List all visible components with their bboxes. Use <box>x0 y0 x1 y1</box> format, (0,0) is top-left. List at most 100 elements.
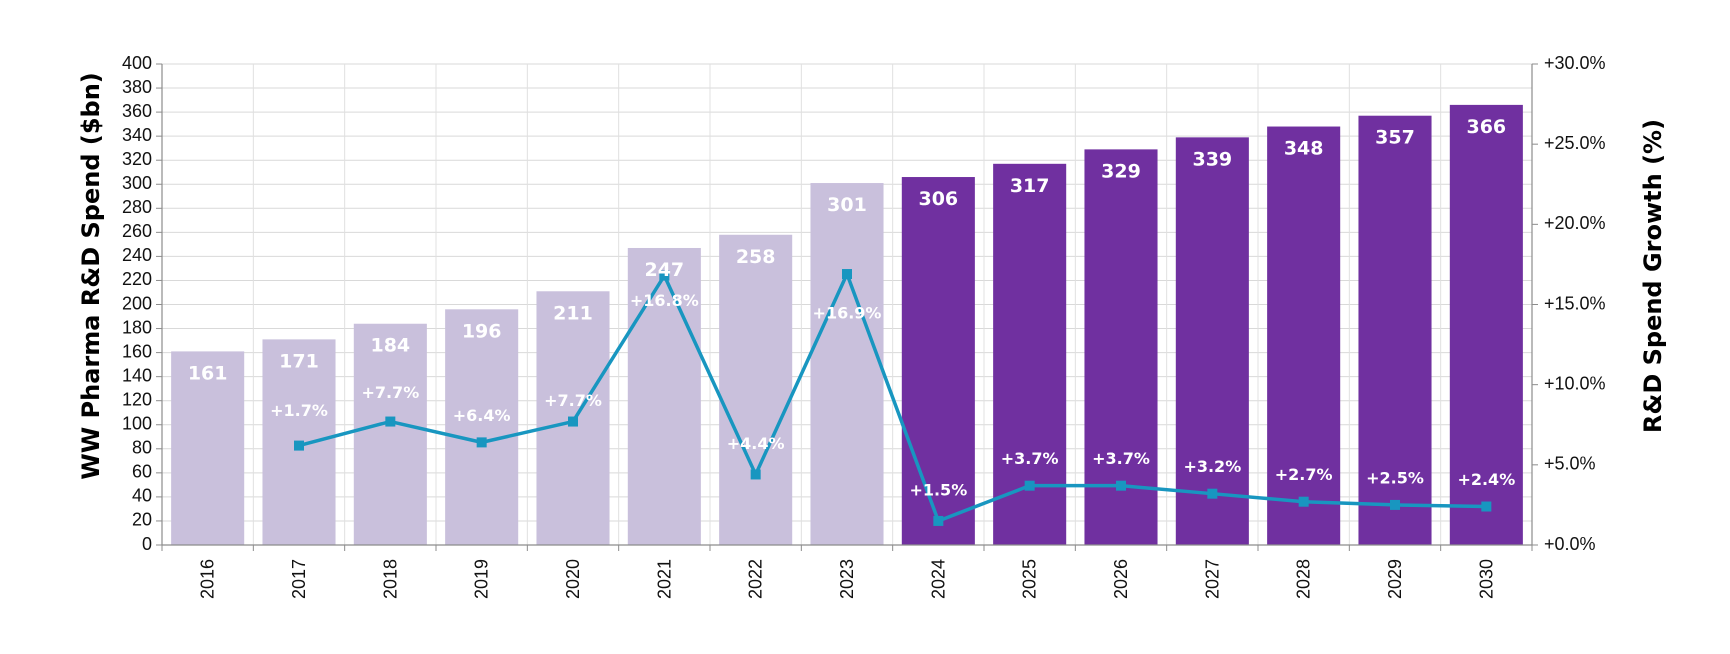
x-tick-label: 2025 <box>1020 559 1040 599</box>
bar-value-label: 247 <box>644 259 684 281</box>
y2-tick-label: +15.0% <box>1544 293 1606 313</box>
x-tick-label: 2019 <box>472 559 492 599</box>
bar-value-label: 357 <box>1375 127 1415 149</box>
data-labels: 161 171 184 196 211 247 258 301 306 317 329 339 348 3… <box>188 116 1515 500</box>
growth-point <box>476 437 487 448</box>
bar-value-label: 329 <box>1101 160 1141 182</box>
x-tick-label: 2018 <box>380 559 400 599</box>
axes: 0 20 40 60 80 100 120 140 160 180 200 220 240 260 280 3… <box>122 53 1606 599</box>
growth-value-label: +16.9% <box>813 304 882 323</box>
bar <box>627 247 701 546</box>
growth-value-label: +2.7% <box>1275 465 1333 484</box>
bar-value-label: 196 <box>462 320 502 342</box>
x-tick-label: 2030 <box>1476 559 1496 599</box>
growth-point <box>1298 496 1309 507</box>
y-tick-label: 120 <box>122 389 152 409</box>
bars <box>171 104 1523 546</box>
y2-tick-label: +5.0% <box>1544 454 1596 474</box>
growth-point <box>1390 499 1400 510</box>
bar-value-label: 258 <box>736 246 776 268</box>
growth-value-label: +3.2% <box>1183 457 1241 476</box>
y2-tick-label: +10.0% <box>1544 373 1606 393</box>
growth-value-label: +2.4% <box>1457 470 1515 489</box>
y-tick-label: 140 <box>122 365 152 385</box>
growth-value-label: +6.4% <box>453 406 511 425</box>
x-tick-label: 2027 <box>1202 559 1222 599</box>
y-tick-label: 40 <box>132 486 152 506</box>
bar <box>901 177 975 545</box>
x-tick-label: 2017 <box>289 559 309 599</box>
growth-point <box>385 416 396 427</box>
y-tick-label: 400 <box>122 53 152 73</box>
growth-value-label: +16.8% <box>630 291 699 310</box>
growth-value-label: +7.7% <box>361 383 419 402</box>
bar <box>445 309 519 545</box>
x-tick-label: 2023 <box>837 559 857 599</box>
y-tick-label: 240 <box>122 245 152 265</box>
bar <box>1175 137 1249 546</box>
growth-value-label: +3.7% <box>1092 449 1150 468</box>
growth-point <box>1024 480 1035 491</box>
bar <box>1084 149 1158 545</box>
y-tick-label: 100 <box>122 414 152 434</box>
x-tick-label: 2028 <box>1294 559 1314 599</box>
growth-value-label: +7.7% <box>544 391 602 410</box>
bar-value-label: 339 <box>1192 148 1232 170</box>
growth-point <box>659 270 670 281</box>
y-tick-label: 60 <box>132 462 152 482</box>
growth-value-label: +1.7% <box>270 401 328 420</box>
growth-value-label: +1.5% <box>909 480 967 499</box>
bar <box>810 183 884 546</box>
x-tick-label: 2029 <box>1385 559 1405 599</box>
growth-line <box>294 269 1492 526</box>
y-axis-title: WW Pharma R&D Spend ($bn) <box>77 72 105 480</box>
bar-value-label: 161 <box>188 362 228 384</box>
y-tick-label: 200 <box>122 293 152 313</box>
x-tick-label: 2024 <box>928 559 948 599</box>
y2-tick-label: +25.0% <box>1544 133 1606 153</box>
y2-tick-label: +30.0% <box>1544 53 1606 73</box>
x-tick-label: 2020 <box>563 559 583 599</box>
y2-tick-label: +0.0% <box>1544 534 1596 554</box>
bar <box>1358 115 1432 546</box>
growth-point <box>1116 480 1126 491</box>
bar <box>1449 104 1523 545</box>
y-tick-label: 280 <box>122 197 152 217</box>
y-tick-label: 180 <box>122 317 152 337</box>
growth-point <box>1207 488 1218 499</box>
bar-value-label: 301 <box>827 194 867 216</box>
bar-value-label: 211 <box>553 302 593 324</box>
growth-value-label: +2.5% <box>1366 468 1424 487</box>
y-tick-label: 80 <box>132 438 152 458</box>
growth-value-label: +4.4% <box>727 434 785 453</box>
y-tick-label: 300 <box>122 173 152 193</box>
growth-point <box>750 469 761 480</box>
growth-point <box>1481 501 1492 512</box>
y-tick-label: 380 <box>122 77 152 97</box>
growth-point <box>294 440 304 451</box>
x-tick-label: 2022 <box>746 559 766 599</box>
bar-value-label: 366 <box>1466 116 1506 138</box>
growth-line-path <box>298 272 1487 523</box>
y-tick-label: 0 <box>142 534 152 554</box>
y-tick-label: 20 <box>132 510 152 530</box>
y-tick-label: 320 <box>122 149 152 169</box>
bar <box>171 351 245 545</box>
bar <box>719 234 793 545</box>
y2-axis-title: R&D Spend Growth (%) <box>1639 119 1667 433</box>
y-tick-label: 340 <box>122 125 152 145</box>
growth-point <box>568 416 578 427</box>
y-tick-label: 160 <box>122 341 152 361</box>
bar-value-label: 317 <box>1010 175 1050 197</box>
y-tick-label: 360 <box>122 101 152 121</box>
growth-value-label: +3.7% <box>1001 449 1059 468</box>
bar-value-label: 306 <box>918 188 958 210</box>
bar <box>353 323 427 545</box>
x-tick-label: 2026 <box>1111 559 1131 599</box>
bar-value-label: 184 <box>370 335 410 357</box>
growth-point <box>933 515 944 526</box>
x-tick-label: 2021 <box>654 559 674 599</box>
bar-value-label: 171 <box>279 350 319 372</box>
